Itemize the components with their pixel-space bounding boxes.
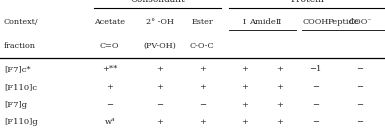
Text: +: + — [241, 101, 248, 109]
Text: COOH: COOH — [303, 18, 329, 26]
Text: 2° -OH: 2° -OH — [146, 18, 174, 26]
Text: +: + — [199, 118, 206, 126]
Text: +: + — [276, 65, 283, 73]
Text: C-O-C: C-O-C — [190, 42, 214, 50]
Text: [F110]g: [F110]g — [4, 118, 38, 126]
Text: −: − — [199, 101, 206, 109]
Text: II: II — [276, 18, 282, 26]
Text: +: + — [199, 83, 206, 91]
Text: +: + — [199, 65, 206, 73]
Text: +: + — [241, 118, 248, 126]
Text: Context/: Context/ — [4, 18, 39, 26]
Text: −: − — [156, 101, 163, 109]
Text: Protein: Protein — [290, 0, 324, 4]
Text: w⁴: w⁴ — [104, 118, 115, 126]
Text: (PV-OH): (PV-OH) — [143, 42, 176, 50]
Text: −: − — [106, 101, 113, 109]
Text: Consolidant: Consolidant — [131, 0, 185, 4]
Text: COO⁻: COO⁻ — [348, 18, 372, 26]
Text: −: − — [312, 83, 319, 91]
Text: I: I — [243, 18, 246, 26]
Text: −: − — [357, 83, 363, 91]
Text: [F7]g: [F7]g — [4, 101, 27, 109]
Text: [F7]c*: [F7]c* — [4, 65, 30, 73]
Text: −1: −1 — [310, 65, 322, 73]
Text: Peptide: Peptide — [328, 18, 360, 26]
Text: +: + — [276, 118, 283, 126]
Text: Ester: Ester — [191, 18, 213, 26]
Text: +: + — [276, 83, 283, 91]
Text: +: + — [156, 118, 163, 126]
Text: +: + — [156, 65, 163, 73]
Text: −: − — [357, 118, 363, 126]
Text: [F110]c: [F110]c — [4, 83, 37, 91]
Text: −: − — [357, 101, 363, 109]
Text: +: + — [276, 101, 283, 109]
Text: +: + — [241, 83, 248, 91]
Text: fraction: fraction — [4, 42, 36, 50]
Text: −: − — [312, 118, 319, 126]
Text: −: − — [357, 65, 363, 73]
Text: −: − — [312, 101, 319, 109]
Text: +: + — [156, 83, 163, 91]
Text: Acetate: Acetate — [94, 18, 125, 26]
Text: +: + — [106, 83, 113, 91]
Text: Amide: Amide — [249, 18, 276, 26]
Text: +: + — [241, 65, 248, 73]
Text: +**: +** — [102, 65, 117, 73]
Text: C=O: C=O — [100, 42, 119, 50]
